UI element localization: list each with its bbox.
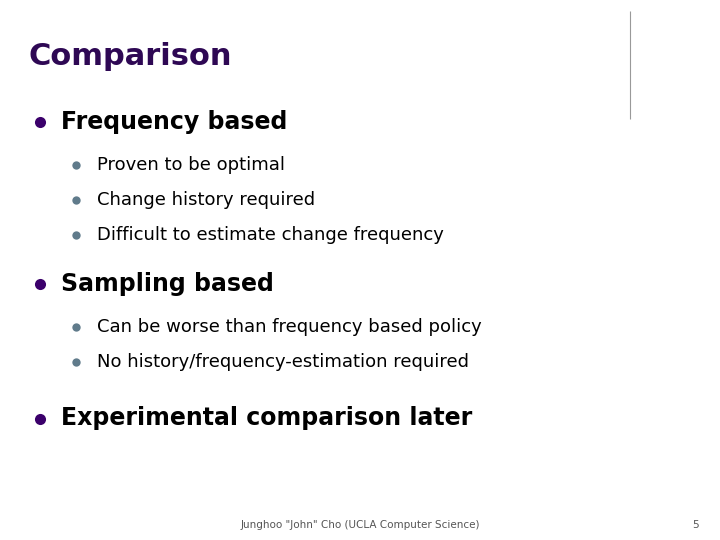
- Text: Difficult to estimate change frequency: Difficult to estimate change frequency: [97, 226, 444, 244]
- Text: Comparison: Comparison: [29, 42, 233, 71]
- Text: Frequency based: Frequency based: [61, 110, 287, 133]
- Text: Can be worse than frequency based policy: Can be worse than frequency based policy: [97, 318, 482, 336]
- Text: Sampling based: Sampling based: [61, 272, 274, 295]
- Text: Change history required: Change history required: [97, 191, 315, 209]
- Text: Proven to be optimal: Proven to be optimal: [97, 156, 285, 174]
- Text: Experimental comparison later: Experimental comparison later: [61, 407, 472, 430]
- Text: 5: 5: [692, 520, 698, 530]
- Text: No history/frequency-estimation required: No history/frequency-estimation required: [97, 353, 469, 371]
- Text: Junghoo "John" Cho (UCLA Computer Science): Junghoo "John" Cho (UCLA Computer Scienc…: [240, 520, 480, 530]
